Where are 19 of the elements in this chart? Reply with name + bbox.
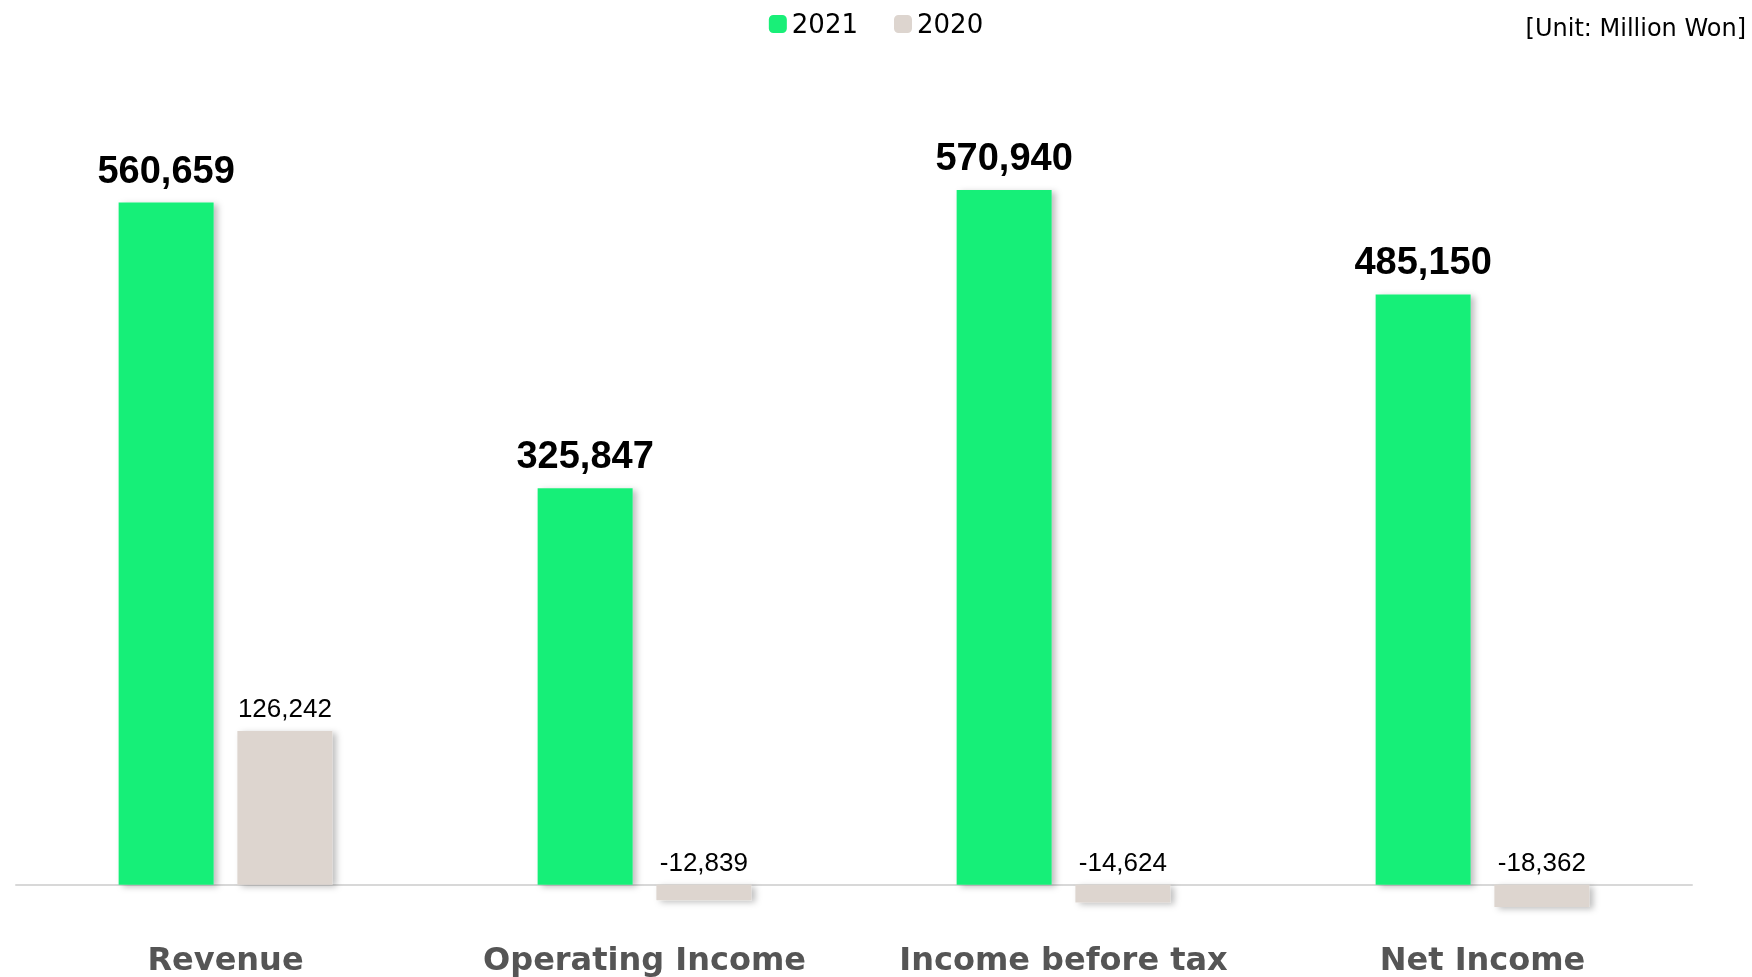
data-label: 485,150: [1354, 240, 1492, 283]
data-label: -14,624: [1078, 846, 1167, 877]
x-tick-label: Income before tax: [899, 940, 1229, 977]
x-tick-label: Net Income: [1379, 940, 1586, 977]
data-label: -18,362: [1497, 846, 1586, 877]
bar: [537, 488, 633, 885]
data-label: 126,242: [237, 693, 332, 724]
data-label: 325,847: [516, 434, 654, 477]
text: [Unit: Million Won]: [1525, 14, 1746, 42]
bar: [118, 202, 214, 885]
legend-label: 2020: [917, 9, 984, 39]
bar: [956, 190, 1052, 885]
legend-label: 2021: [791, 9, 858, 39]
data-label: -12,839: [659, 846, 748, 877]
x-tick-label: Revenue: [147, 940, 304, 977]
bar: [1375, 294, 1471, 885]
x-tick-label: Operating Income: [483, 940, 806, 977]
data-label: 570,940: [935, 136, 1073, 178]
data-label: 560,659: [97, 148, 235, 191]
